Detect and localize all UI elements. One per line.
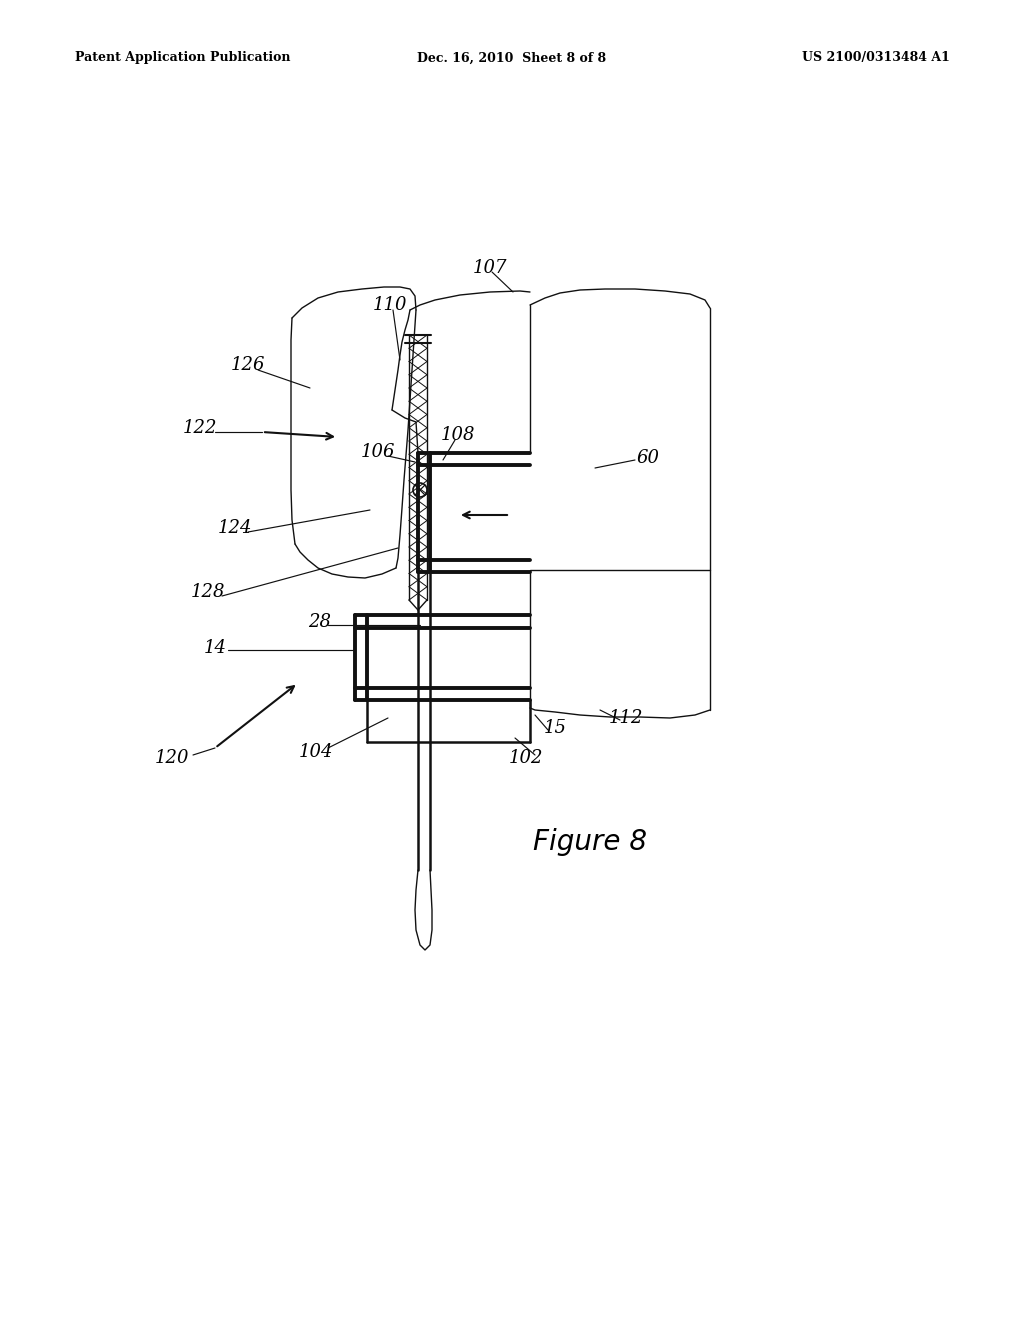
Text: Figure 8: Figure 8: [534, 828, 647, 855]
Text: 102: 102: [509, 748, 544, 767]
Text: Patent Application Publication: Patent Application Publication: [75, 51, 291, 65]
Text: 107: 107: [473, 259, 507, 277]
Text: 28: 28: [308, 612, 332, 631]
Text: 112: 112: [608, 709, 643, 727]
Text: 128: 128: [190, 583, 225, 601]
Text: 120: 120: [155, 748, 189, 767]
Text: Dec. 16, 2010  Sheet 8 of 8: Dec. 16, 2010 Sheet 8 of 8: [418, 51, 606, 65]
Text: 15: 15: [544, 719, 566, 737]
Text: 110: 110: [373, 296, 408, 314]
Text: 122: 122: [182, 418, 217, 437]
Text: 124: 124: [218, 519, 252, 537]
Text: 104: 104: [299, 743, 333, 762]
Text: 60: 60: [637, 449, 659, 467]
Text: US 2100/0313484 A1: US 2100/0313484 A1: [802, 51, 950, 65]
Text: 126: 126: [230, 356, 265, 374]
Text: 108: 108: [440, 426, 475, 444]
Text: 106: 106: [360, 444, 395, 461]
Text: 14: 14: [204, 639, 226, 657]
